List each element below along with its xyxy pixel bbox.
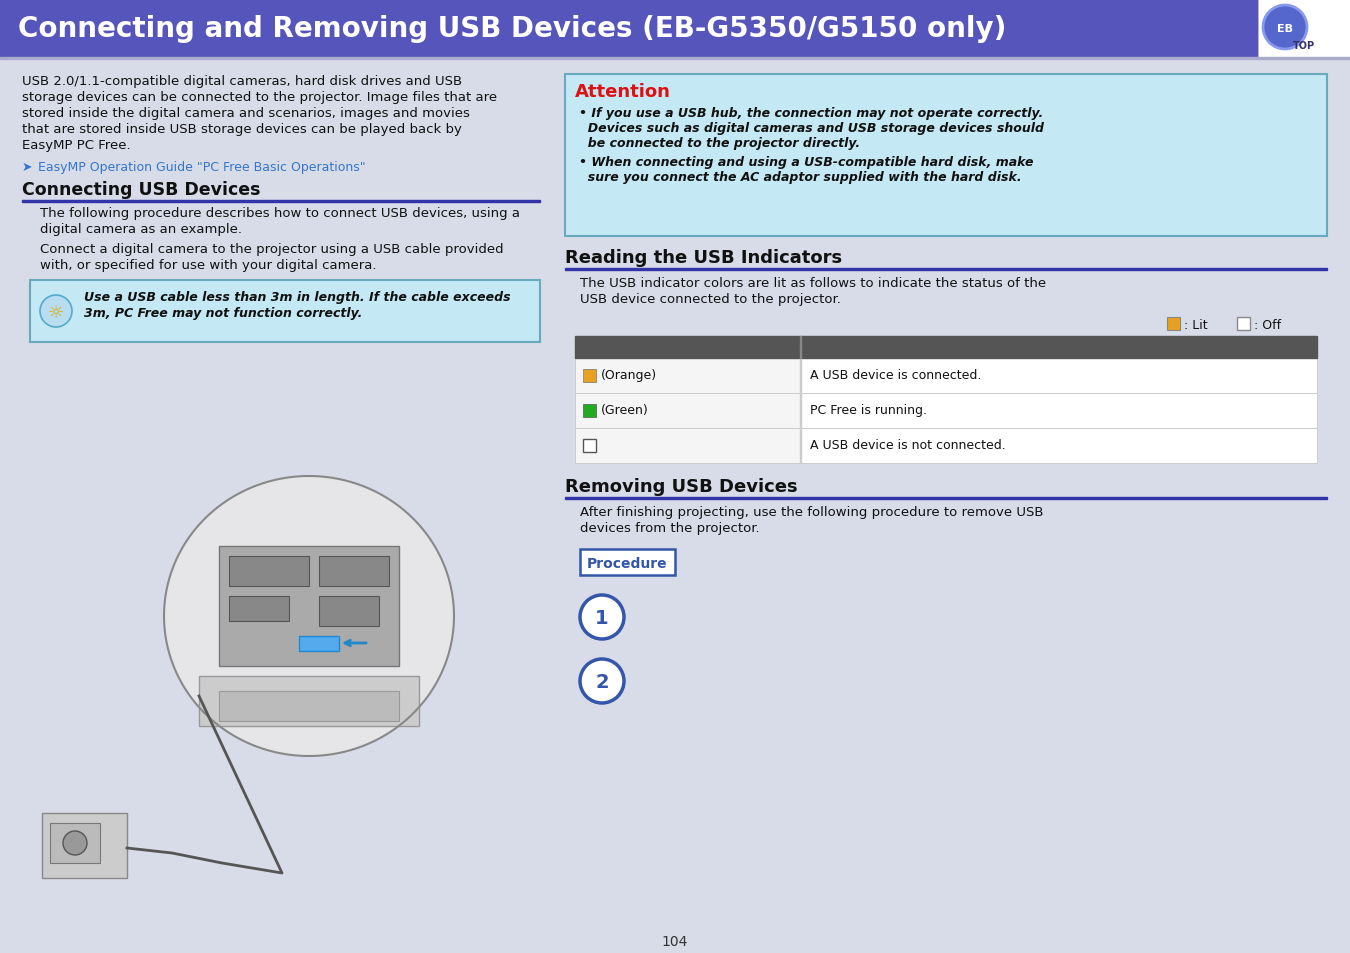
Bar — [583, 405, 595, 417]
Text: Removing USB Devices: Removing USB Devices — [566, 477, 798, 496]
Text: • When connecting and using a USB-compatible hard disk, make: • When connecting and using a USB-compat… — [579, 156, 1034, 169]
Text: devices from the projector.: devices from the projector. — [580, 521, 760, 535]
Bar — [198, 677, 418, 726]
Text: The USB indicator colors are lit as follows to indicate the status of the: The USB indicator colors are lit as foll… — [580, 276, 1046, 290]
Circle shape — [40, 295, 72, 328]
Text: A USB device is connected.: A USB device is connected. — [810, 369, 981, 382]
Text: storage devices can be connected to the projector. Image files that are: storage devices can be connected to the … — [22, 91, 497, 104]
Text: 1: 1 — [595, 609, 609, 628]
Text: Attention: Attention — [575, 83, 671, 101]
Text: Connecting and Removing USB Devices (EB-G5350/G5150 only): Connecting and Removing USB Devices (EB-… — [18, 15, 1006, 43]
Text: After finishing projecting, use the following procedure to remove USB: After finishing projecting, use the foll… — [580, 505, 1044, 518]
Text: Devices such as digital cameras and USB storage devices should: Devices such as digital cameras and USB … — [579, 122, 1044, 135]
Text: • If you use a USB hub, the connection may not operate correctly.: • If you use a USB hub, the connection m… — [579, 107, 1044, 120]
Bar — [219, 546, 400, 666]
Bar — [575, 358, 801, 394]
Bar — [1237, 317, 1250, 331]
Text: digital camera as an example.: digital camera as an example. — [40, 223, 242, 235]
Text: Connect a digital camera to the projector using a USB cable provided: Connect a digital camera to the projecto… — [40, 243, 504, 255]
Bar — [566, 75, 1327, 236]
Text: PC Free is running.: PC Free is running. — [810, 404, 927, 417]
Text: 3m, PC Free may not function correctly.: 3m, PC Free may not function correctly. — [84, 307, 362, 319]
Text: USB 2.0/1.1-compatible digital cameras, hard disk drives and USB: USB 2.0/1.1-compatible digital cameras, … — [22, 75, 462, 88]
Circle shape — [580, 659, 624, 703]
Bar — [575, 394, 801, 429]
Bar — [319, 597, 379, 626]
Bar — [566, 269, 1327, 271]
Bar — [50, 823, 100, 863]
Bar — [566, 497, 1327, 499]
Bar — [0, 58, 1350, 60]
Text: EasyMP PC Free.: EasyMP PC Free. — [22, 139, 131, 152]
Bar — [0, 0, 1350, 58]
Text: ➤: ➤ — [22, 161, 32, 173]
Circle shape — [580, 596, 624, 639]
Text: EB: EB — [1277, 24, 1293, 34]
Text: sure you connect the AC adaptor supplied with the hard disk.: sure you connect the AC adaptor supplied… — [579, 171, 1022, 184]
Polygon shape — [163, 476, 454, 756]
Text: (Orange): (Orange) — [601, 369, 657, 382]
Text: EasyMP Operation Guide "PC Free Basic Operations": EasyMP Operation Guide "PC Free Basic Op… — [38, 161, 366, 173]
Bar — [22, 201, 540, 203]
Text: Connecting USB Devices: Connecting USB Devices — [22, 181, 261, 199]
Text: Reading the USB Indicators: Reading the USB Indicators — [566, 249, 842, 267]
Bar — [583, 439, 595, 453]
Bar — [575, 336, 1318, 358]
Bar — [801, 358, 1318, 394]
Bar — [575, 429, 801, 463]
Text: (Green): (Green) — [601, 404, 649, 417]
Bar — [580, 550, 675, 576]
Text: A USB device is not connected.: A USB device is not connected. — [810, 439, 1006, 452]
Bar — [801, 429, 1318, 463]
Bar — [230, 557, 309, 586]
Bar — [298, 637, 339, 651]
Text: : Off: : Off — [1254, 318, 1281, 332]
Circle shape — [63, 831, 86, 855]
Text: 2: 2 — [595, 673, 609, 692]
Bar — [230, 597, 289, 621]
Bar — [22, 351, 548, 933]
Bar — [1258, 0, 1350, 58]
Bar — [219, 691, 400, 721]
Bar — [30, 281, 540, 343]
Bar — [1166, 317, 1180, 331]
Text: with, or specified for use with your digital camera.: with, or specified for use with your dig… — [40, 258, 377, 272]
Text: ☼: ☼ — [49, 304, 63, 322]
Text: : Lit: : Lit — [1184, 318, 1208, 332]
Text: stored inside the digital camera and scenarios, images and movies: stored inside the digital camera and sce… — [22, 107, 470, 120]
Bar — [42, 813, 127, 878]
Bar — [801, 394, 1318, 429]
Bar — [583, 370, 595, 382]
Circle shape — [1264, 6, 1307, 50]
Text: be connected to the projector directly.: be connected to the projector directly. — [579, 137, 860, 150]
Text: Procedure: Procedure — [587, 557, 667, 571]
Text: Use a USB cable less than 3m in length. If the cable exceeds: Use a USB cable less than 3m in length. … — [84, 291, 510, 304]
Text: The following procedure describes how to connect USB devices, using a: The following procedure describes how to… — [40, 207, 520, 220]
Text: that are stored inside USB storage devices can be played back by: that are stored inside USB storage devic… — [22, 123, 462, 136]
Text: USB device connected to the projector.: USB device connected to the projector. — [580, 293, 841, 306]
Text: 104: 104 — [662, 934, 688, 948]
Text: TOP: TOP — [1293, 41, 1315, 51]
Bar — [319, 557, 389, 586]
